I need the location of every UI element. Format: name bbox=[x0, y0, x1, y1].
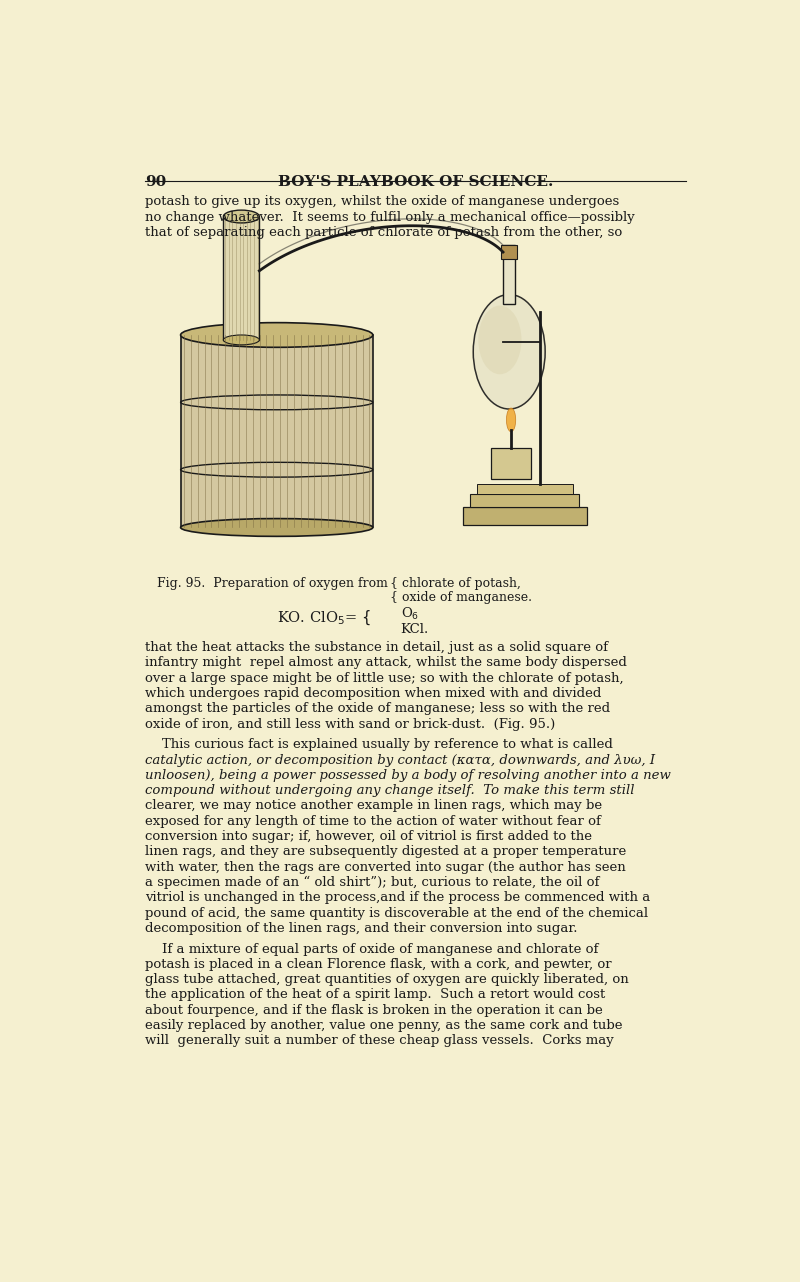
Text: { chlorate of potash,: { chlorate of potash, bbox=[390, 577, 521, 590]
Text: KCl.: KCl. bbox=[401, 623, 429, 636]
Circle shape bbox=[478, 305, 522, 374]
Text: conversion into sugar; if, however, oil of vitriol is first added to the: conversion into sugar; if, however, oil … bbox=[145, 829, 592, 844]
Text: clearer, we may notice another example in linen rags, which may be: clearer, we may notice another example i… bbox=[145, 800, 602, 813]
Text: oxide of iron, and still less with sand or brick-dust.  (Fig. 95.): oxide of iron, and still less with sand … bbox=[145, 718, 555, 731]
Text: potash is placed in a clean Florence flask, with a cork, and pewter, or: potash is placed in a clean Florence fla… bbox=[145, 958, 611, 970]
Bar bbox=[491, 447, 531, 479]
Bar bbox=[477, 485, 573, 494]
Ellipse shape bbox=[181, 323, 373, 347]
Text: which undergoes rapid decomposition when mixed with and divided: which undergoes rapid decomposition when… bbox=[145, 687, 601, 700]
Text: exposed for any length of time to the action of water without fear of: exposed for any length of time to the ac… bbox=[145, 815, 601, 828]
Bar bbox=[223, 217, 259, 340]
Text: potash to give up its oxygen, whilst the oxide of manganese undergoes: potash to give up its oxygen, whilst the… bbox=[145, 195, 619, 208]
Bar bbox=[181, 335, 373, 527]
Text: no change whatever.  It seems to fulfil only a mechanical office—possibly: no change whatever. It seems to fulfil o… bbox=[145, 210, 634, 223]
Text: This curious fact is explained usually by reference to what is called: This curious fact is explained usually b… bbox=[145, 738, 613, 751]
Text: vitriol is unchanged in the process,and if the process be commenced with a: vitriol is unchanged in the process,and … bbox=[145, 891, 650, 904]
Bar bbox=[470, 494, 579, 506]
Text: with water, then the rags are converted into sugar (the author has seen: with water, then the rags are converted … bbox=[145, 860, 626, 873]
Text: 90: 90 bbox=[145, 176, 166, 188]
Text: about fourpence, and if the flask is broken in the operation it can be: about fourpence, and if the flask is bro… bbox=[145, 1004, 602, 1017]
Ellipse shape bbox=[181, 519, 373, 536]
Text: amongst the particles of the oxide of manganese; less so with the red: amongst the particles of the oxide of ma… bbox=[145, 703, 610, 715]
Bar bbox=[462, 506, 586, 524]
Text: will  generally suit a number of these cheap glass vessels.  Corks may: will generally suit a number of these ch… bbox=[145, 1035, 614, 1047]
Text: { oxide of manganese.: { oxide of manganese. bbox=[390, 591, 531, 604]
Text: pound of acid, the same quantity is discoverable at the end of the chemical: pound of acid, the same quantity is disc… bbox=[145, 906, 648, 919]
Ellipse shape bbox=[506, 408, 516, 432]
Text: that of separating each particle of chlorate of potash from the other, so: that of separating each particle of chlo… bbox=[145, 226, 622, 238]
Text: Fig. 95.  Preparation of oxygen from: Fig. 95. Preparation of oxygen from bbox=[157, 577, 388, 590]
Text: O$_6$: O$_6$ bbox=[401, 606, 419, 622]
Circle shape bbox=[474, 295, 545, 409]
Ellipse shape bbox=[223, 335, 259, 345]
Bar bbox=[501, 245, 518, 259]
Text: BOY'S PLAYBOOK OF SCIENCE.: BOY'S PLAYBOOK OF SCIENCE. bbox=[278, 176, 553, 188]
Text: infantry might  repel almost any attack, whilst the same body dispersed: infantry might repel almost any attack, … bbox=[145, 656, 626, 669]
Text: glass tube attached, great quantities of oxygen are quickly liberated, on: glass tube attached, great quantities of… bbox=[145, 973, 628, 986]
Text: a specimen made of an “ old shirt”); but, curious to relate, the oil of: a specimen made of an “ old shirt”); but… bbox=[145, 876, 599, 890]
Text: compound without undergoing any change itself.  To make this term still: compound without undergoing any change i… bbox=[145, 785, 634, 797]
Text: over a large space might be of little use; so with the chlorate of potash,: over a large space might be of little us… bbox=[145, 672, 623, 685]
Text: unloosen), being a power possessed by a body of resolving another into a new: unloosen), being a power possessed by a … bbox=[145, 769, 670, 782]
Ellipse shape bbox=[223, 210, 259, 223]
Bar bbox=[503, 245, 515, 304]
Text: decomposition of the linen rags, and their conversion into sugar.: decomposition of the linen rags, and the… bbox=[145, 922, 577, 935]
Text: easily replaced by another, value one penny, as the same cork and tube: easily replaced by another, value one pe… bbox=[145, 1019, 622, 1032]
Text: the application of the heat of a spirit lamp.  Such a retort would cost: the application of the heat of a spirit … bbox=[145, 988, 605, 1001]
Text: linen rags, and they are subsequently digested at a proper temperature: linen rags, and they are subsequently di… bbox=[145, 845, 626, 859]
Text: KO. ClO$_5$= $\{$: KO. ClO$_5$= $\{$ bbox=[277, 609, 370, 627]
Text: catalytic action, or decomposition by contact (κατα, downwards, and λυω, I: catalytic action, or decomposition by co… bbox=[145, 754, 654, 767]
Text: that the heat attacks the substance in detail, just as a solid square of: that the heat attacks the substance in d… bbox=[145, 641, 608, 654]
Text: If a mixture of equal parts of oxide of manganese and chlorate of: If a mixture of equal parts of oxide of … bbox=[145, 942, 598, 955]
